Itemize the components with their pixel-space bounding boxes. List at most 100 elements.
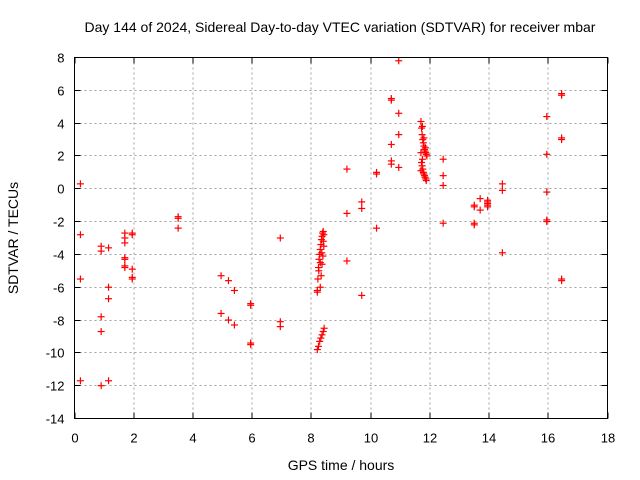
data-point	[439, 219, 447, 227]
data-point	[387, 95, 395, 103]
data-point	[316, 259, 324, 267]
data-point	[320, 231, 328, 239]
y-tick-label: -10	[46, 346, 65, 361]
data-point	[316, 283, 324, 291]
data-point	[128, 265, 136, 273]
y-tick-label: -14	[46, 412, 65, 427]
data-point	[439, 172, 447, 180]
data-point	[217, 272, 225, 280]
data-point	[247, 301, 255, 309]
data-point	[276, 234, 284, 242]
data-point	[76, 275, 84, 283]
y-tick-label: -2	[53, 215, 65, 230]
data-point	[418, 155, 426, 163]
data-point	[418, 124, 426, 132]
data-point	[373, 224, 381, 232]
data-point	[315, 267, 323, 275]
data-point	[97, 328, 105, 336]
data-point	[439, 181, 447, 189]
data-point	[358, 198, 366, 206]
data-point	[230, 287, 238, 295]
data-point	[418, 122, 426, 130]
data-point	[319, 252, 327, 260]
x-tick-label: 18	[601, 431, 615, 446]
data-point	[121, 239, 129, 247]
y-tick-label: 6	[57, 84, 64, 99]
data-point	[439, 155, 447, 163]
data-point	[543, 218, 551, 226]
y-tick-label: -12	[46, 379, 65, 394]
y-tick-label: -4	[53, 248, 65, 263]
data-point	[420, 134, 428, 142]
data-point	[558, 90, 566, 98]
data-point	[174, 214, 182, 222]
data-point	[476, 206, 484, 214]
data-point	[343, 165, 351, 173]
data-point	[314, 342, 322, 350]
data-point	[470, 221, 478, 229]
data-point	[318, 249, 326, 257]
chart-title: Day 144 of 2024, Sidereal Day-to-day VTE…	[85, 19, 596, 35]
data-point	[421, 144, 429, 152]
data-point	[543, 188, 551, 196]
data-point	[498, 180, 506, 188]
data-point	[373, 168, 381, 176]
data-point	[313, 288, 321, 296]
data-point	[217, 309, 225, 317]
y-tick-label: -8	[53, 314, 65, 329]
grid	[74, 57, 608, 419]
data-point	[470, 203, 478, 211]
data-point	[121, 255, 129, 263]
data-point	[422, 177, 430, 185]
data-point	[543, 150, 551, 158]
data-point	[395, 163, 403, 171]
data-point	[121, 264, 129, 272]
data-point	[498, 186, 506, 194]
data-point	[224, 277, 232, 285]
axis-ticks: 0 2 4 6 8 10 12 14 16 18 -14 -12 -10 -8 -6 -4 -2 0 2 4 6 8	[46, 51, 616, 446]
data-point	[417, 167, 425, 175]
data-point	[395, 109, 403, 117]
data-point	[97, 313, 105, 321]
data-point	[105, 295, 113, 303]
data-point	[76, 231, 84, 239]
data-point	[317, 334, 325, 342]
data-point	[97, 247, 105, 255]
x-tick-label: 16	[541, 431, 555, 446]
data-point	[417, 149, 425, 157]
data-point	[358, 291, 366, 299]
data-point	[484, 203, 492, 211]
y-tick-label: 2	[57, 149, 64, 164]
data-point	[558, 277, 566, 285]
data-point	[76, 377, 84, 385]
data-point	[498, 249, 506, 257]
data-point	[230, 321, 238, 329]
data-point	[224, 316, 232, 324]
x-tick-label: 12	[423, 431, 437, 446]
data-point	[543, 113, 551, 121]
data-point	[128, 275, 136, 283]
y-axis-label: SDTVAR / TECUs	[5, 182, 21, 294]
data-point	[318, 331, 326, 339]
data-point	[358, 204, 366, 212]
data-point	[105, 244, 113, 252]
x-tick-label: 2	[130, 431, 137, 446]
x-tick-label: 6	[248, 431, 255, 446]
data-point	[319, 328, 327, 336]
data-point	[423, 152, 431, 160]
data-point	[343, 257, 351, 265]
data-points	[76, 57, 566, 390]
x-tick-label: 10	[364, 431, 378, 446]
y-tick-label: -6	[53, 281, 65, 296]
data-point	[128, 231, 136, 239]
y-tick-label: 8	[57, 51, 64, 66]
data-point	[558, 134, 566, 142]
x-tick-label: 8	[307, 431, 314, 446]
data-point	[76, 180, 84, 188]
data-point	[476, 195, 484, 203]
data-point	[105, 283, 113, 291]
data-point	[247, 341, 255, 349]
data-point	[314, 275, 322, 283]
data-point	[343, 209, 351, 217]
x-tick-label: 0	[71, 431, 78, 446]
